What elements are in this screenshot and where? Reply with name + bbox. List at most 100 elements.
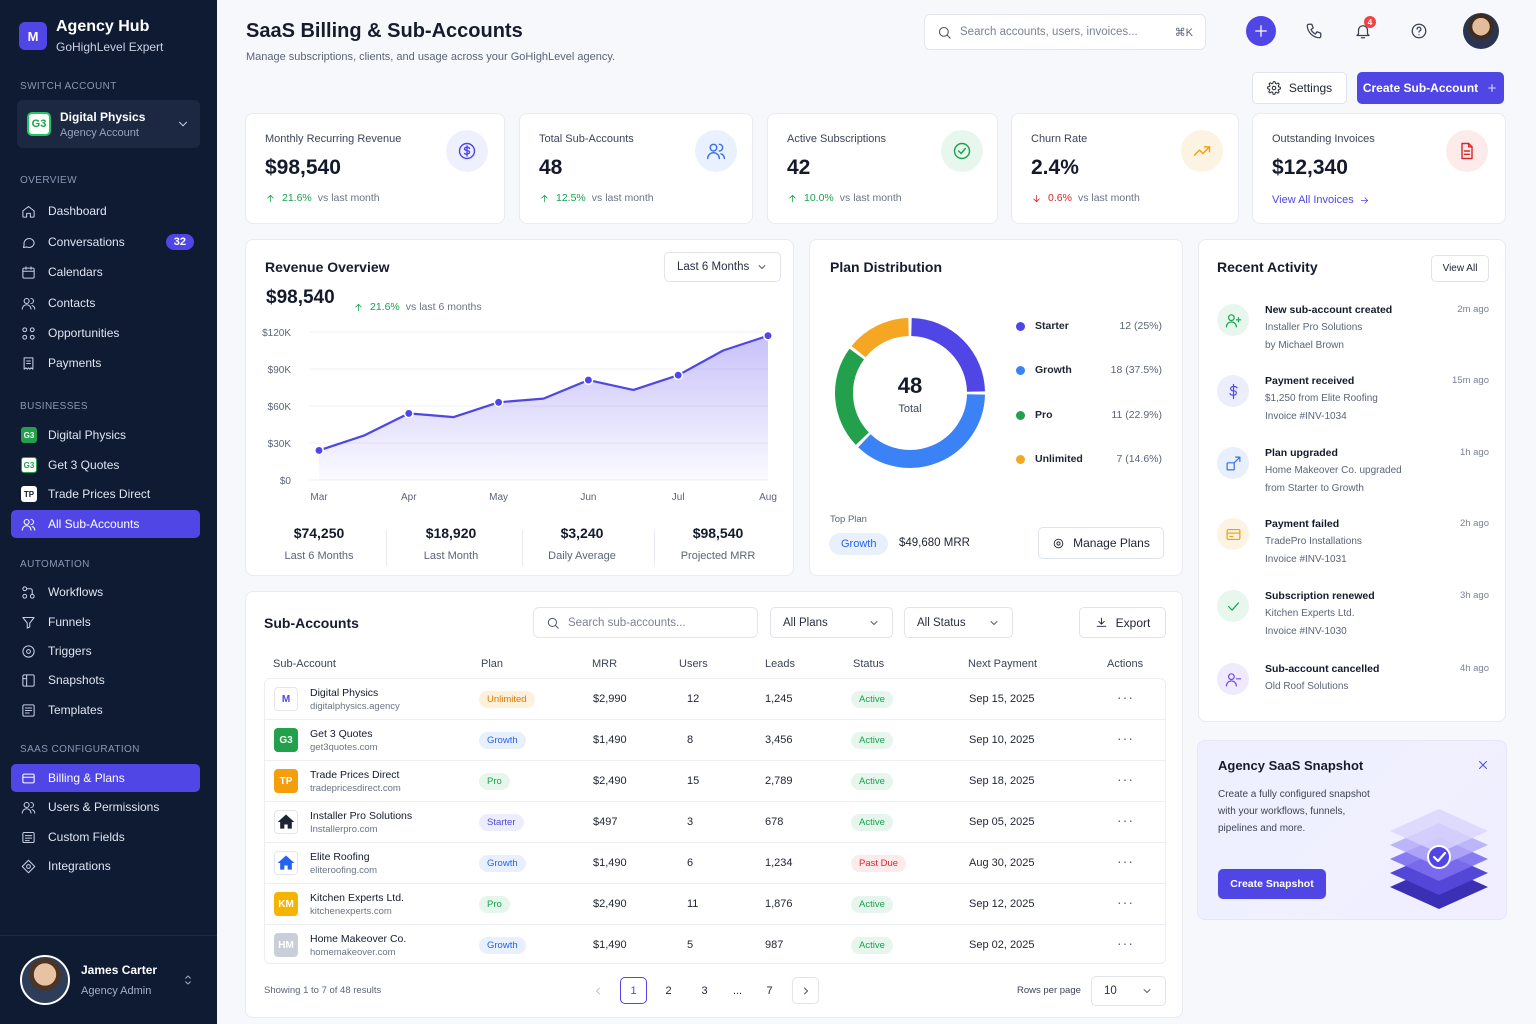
- page-button[interactable]: 2: [665, 984, 672, 997]
- revenue-trend-pct: 21.6%: [370, 301, 400, 313]
- header-avatar[interactable]: [1463, 13, 1499, 49]
- row-actions-button[interactable]: ···: [1117, 771, 1134, 787]
- status-badge: Active: [851, 691, 893, 708]
- x-tick-label: Jun: [580, 492, 596, 503]
- row-name[interactable]: Trade Prices Direct: [310, 769, 400, 781]
- table-row[interactable]: Elite Roofing eliteroofing.com Growth $1,49…: [265, 843, 1165, 884]
- export-button[interactable]: Export: [1079, 607, 1166, 638]
- row-name[interactable]: Get 3 Quotes: [310, 728, 373, 740]
- page-button[interactable]: 7: [766, 984, 773, 997]
- row-name[interactable]: Digital Physics: [310, 687, 379, 699]
- row-name[interactable]: Elite Roofing: [310, 851, 370, 863]
- revenue-overview-title: Revenue Overview: [265, 259, 390, 275]
- row-name[interactable]: Home Makeover Co.: [310, 933, 407, 945]
- plan-filter-select[interactable]: All Plans: [770, 607, 893, 638]
- account-switcher[interactable]: G3 Digital Physics Agency Account: [17, 100, 200, 148]
- status-filter-select[interactable]: All Status: [904, 607, 1013, 638]
- nav-business-digital-physics[interactable]: G3 Digital Physics: [11, 421, 200, 449]
- row-logo: G3: [274, 728, 298, 752]
- table-row[interactable]: KM Kitchen Experts Ltd. kitchenexperts.com…: [265, 884, 1165, 925]
- column-header[interactable]: Plan: [481, 658, 504, 670]
- add-button[interactable]: [1246, 16, 1276, 46]
- revenue-range-select[interactable]: Last 6 Months: [664, 252, 781, 282]
- nav-label: Users & Permissions: [48, 800, 160, 814]
- next-page-button[interactable]: [792, 977, 819, 1004]
- nav-snapshots[interactable]: Snapshots: [11, 666, 200, 694]
- nav-business-get-3-quotes[interactable]: G3 Get 3 Quotes: [11, 451, 200, 479]
- nav-payments[interactable]: Payments: [11, 349, 200, 377]
- activity-view-all-button[interactable]: View All: [1431, 255, 1489, 282]
- help-button[interactable]: [1404, 16, 1434, 46]
- row-actions-button[interactable]: ···: [1117, 853, 1134, 869]
- table-row[interactable]: TP Trade Prices Direct tradepricesdirect.c…: [265, 761, 1165, 802]
- business-logo: G3: [21, 457, 37, 473]
- column-header[interactable]: Leads: [765, 658, 795, 670]
- create-snapshot-button[interactable]: Create Snapshot: [1218, 869, 1326, 899]
- table-row[interactable]: G3 Get 3 Quotes get3quotes.com Growth $1,490…: [265, 720, 1165, 761]
- section-saas-configuration: SaaS Configuration: [20, 744, 140, 755]
- column-header[interactable]: Sub-Account: [273, 658, 336, 670]
- stat-daily-average: $3,240 Daily Average: [517, 525, 647, 562]
- table-row[interactable]: Installer Pro Solutions Installerpro.com S…: [265, 802, 1165, 843]
- activity-icon: [1217, 304, 1249, 336]
- nav-triggers[interactable]: Triggers: [11, 637, 200, 665]
- brand[interactable]: M Agency Hub GoHighLevel Expert: [19, 18, 163, 54]
- nav-label: Payments: [48, 356, 102, 370]
- nav-business-trade-prices-direct[interactable]: TP Trade Prices Direct: [11, 480, 200, 508]
- nav-dashboard[interactable]: Dashboard: [11, 197, 200, 225]
- row-mrr: $2,490: [593, 775, 627, 787]
- nav-contacts[interactable]: Contacts: [11, 289, 200, 317]
- table-row[interactable]: HM Home Makeover Co. homemakeover.com Growt…: [265, 925, 1165, 963]
- phone-button[interactable]: [1299, 16, 1329, 46]
- nav-users-permissions[interactable]: Users & Permissions: [11, 793, 200, 821]
- plan-badge: Unlimited: [479, 691, 535, 708]
- page-button[interactable]: 3: [701, 984, 708, 997]
- row-actions-button[interactable]: ···: [1117, 730, 1134, 746]
- column-header[interactable]: MRR: [592, 658, 618, 670]
- stat-label: Last 6 Months: [284, 550, 354, 562]
- nav-all-sub-accounts[interactable]: All Sub-Accounts: [11, 510, 200, 538]
- nav-funnels[interactable]: Funnels: [11, 608, 200, 636]
- row-actions-button[interactable]: ···: [1117, 689, 1134, 705]
- plan-badge: Pro: [479, 896, 510, 913]
- column-header[interactable]: Status: [853, 658, 885, 670]
- row-actions-button[interactable]: ···: [1117, 935, 1134, 951]
- nav-workflows[interactable]: Workflows: [11, 578, 200, 606]
- invoice-icon: [1461, 142, 1473, 160]
- column-header[interactable]: Users: [679, 658, 708, 670]
- nav-calendars[interactable]: Calendars: [11, 258, 200, 286]
- nav-templates[interactable]: Templates: [11, 696, 200, 724]
- prev-page-button[interactable]: [584, 977, 611, 1004]
- plan-badge: Growth: [479, 732, 526, 749]
- rows-per-page-select[interactable]: 10: [1091, 976, 1166, 1006]
- settings-button[interactable]: Settings: [1252, 72, 1347, 104]
- row-name[interactable]: Kitchen Experts Ltd.: [310, 892, 404, 904]
- row-name[interactable]: Installer Pro Solutions: [310, 810, 413, 822]
- divider: [654, 530, 655, 566]
- legend-growth: Growth 18 (37.5%): [1016, 364, 1162, 376]
- table-row[interactable]: M Digital Physics digitalphysics.agency Unl…: [265, 679, 1165, 720]
- close-icon[interactable]: [1476, 758, 1490, 772]
- notifications-button[interactable]: 4: [1348, 16, 1378, 46]
- row-actions-button[interactable]: ···: [1117, 894, 1134, 910]
- user-profile[interactable]: James Carter Agency Admin: [0, 935, 217, 1024]
- row-actions-button[interactable]: ···: [1117, 812, 1134, 828]
- create-sub-account-button[interactable]: Create Sub-Account: [1357, 72, 1504, 104]
- manage-plans-button[interactable]: Manage Plans: [1038, 527, 1164, 559]
- nav-custom-fields[interactable]: Custom Fields: [11, 823, 200, 851]
- global-search[interactable]: ⌘K: [924, 14, 1206, 50]
- nav-label: Trade Prices Direct: [48, 487, 151, 501]
- nav-opportunities[interactable]: Opportunities: [11, 319, 200, 347]
- column-header[interactable]: Next Payment: [968, 658, 1038, 670]
- kpi-trend-note: vs last month: [839, 192, 902, 204]
- search-input[interactable]: [960, 26, 1175, 38]
- sub-accounts-search[interactable]: [533, 607, 758, 638]
- sub-accounts-search-input[interactable]: [568, 616, 745, 629]
- row-logo: HM: [274, 933, 298, 957]
- page-button[interactable]: 1: [620, 977, 647, 1004]
- nav-conversations[interactable]: Conversations 32: [11, 228, 200, 256]
- nav-integrations[interactable]: Integrations: [11, 852, 200, 880]
- nav-billing-plans[interactable]: Billing & Plans: [11, 764, 200, 792]
- view-all-invoices-link[interactable]: View All Invoices: [1272, 194, 1370, 206]
- account-logo: G3: [27, 112, 51, 136]
